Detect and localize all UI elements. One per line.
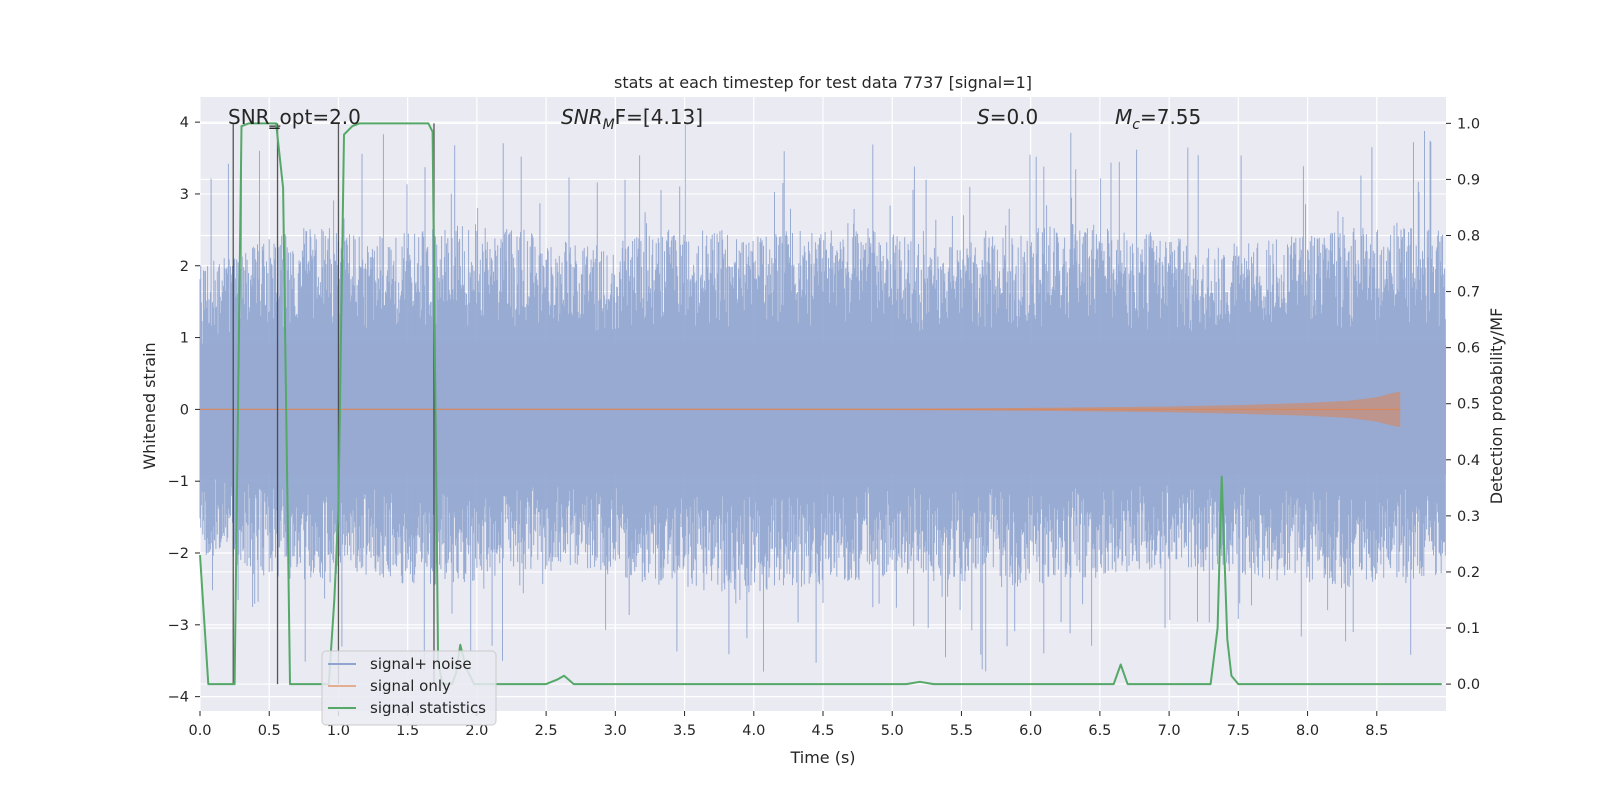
y-left-tick-label-3: 1 bbox=[180, 331, 189, 347]
legend-label-stats: signal statistics bbox=[370, 699, 486, 717]
annotation-snr-mf: SNRMF=[4.13] bbox=[561, 105, 703, 133]
y-right-tick-label-1: 0.9 bbox=[1457, 172, 1480, 188]
x-tick-label-11: 5.5 bbox=[950, 723, 973, 739]
x-tick-label-17: 8.5 bbox=[1365, 723, 1388, 739]
y-right-tick-label-6: 0.4 bbox=[1457, 453, 1480, 469]
y-right-tick-label-8: 0.2 bbox=[1457, 565, 1480, 581]
y-right-tick-label-5: 0.5 bbox=[1457, 397, 1480, 413]
x-tick-label-8: 4.0 bbox=[742, 723, 765, 739]
legend-label-signal: signal only bbox=[370, 677, 451, 695]
y-left-tick-label-0: 4 bbox=[180, 115, 189, 131]
x-tick-label-15: 7.5 bbox=[1227, 723, 1250, 739]
y-left-tick-label-6: −2 bbox=[168, 546, 189, 562]
snr-mf-value: F=[4.13] bbox=[615, 105, 703, 129]
annotation-snr-opt: SNR_opt=2.0 bbox=[228, 105, 361, 129]
x-tick-label-14: 7.0 bbox=[1158, 723, 1181, 739]
y-right-tick-label-2: 0.8 bbox=[1457, 229, 1480, 245]
annotation-s: S=0.0 bbox=[977, 105, 1038, 129]
y-left-tick-label-4: 0 bbox=[180, 402, 189, 418]
snr-mf-symbol: SNR bbox=[561, 105, 603, 129]
y-left-tick-label-7: −3 bbox=[168, 618, 189, 634]
chart-title: stats at each timestep for test data 773… bbox=[614, 73, 1032, 92]
x-tick-label-13: 6.5 bbox=[1088, 723, 1111, 739]
legend-label-noise: signal+ noise bbox=[370, 655, 472, 673]
x-tick-label-10: 5.0 bbox=[881, 723, 904, 739]
y-right-tick-label-10: 0.0 bbox=[1457, 677, 1480, 693]
series-signal-only bbox=[200, 391, 1401, 428]
s-symbol: S bbox=[977, 105, 990, 129]
x-axis-ticks: 0.0 0.5 1.0 1.5 2.0 2.5 3.0 3.5 4.0 4.5 5.0 5.5 6.0 6… bbox=[188, 711, 1388, 739]
legend: signal+ noise signal only signal statist… bbox=[321, 650, 497, 726]
y-right-axis-label: Detection probability/MF bbox=[1487, 308, 1506, 505]
x-tick-label-0: 0.0 bbox=[188, 723, 211, 739]
y-right-tick-label-0: 1.0 bbox=[1457, 116, 1480, 132]
snr-mf-subscript: M bbox=[603, 117, 615, 133]
annotation-mc: Mc=7.55 bbox=[1115, 105, 1201, 133]
y-left-tick-label-2: 2 bbox=[180, 259, 189, 275]
x-tick-label-16: 8.0 bbox=[1296, 723, 1319, 739]
y-right-tick-label-7: 0.3 bbox=[1457, 509, 1480, 525]
mc-symbol: M bbox=[1115, 105, 1132, 129]
x-tick-label-5: 2.5 bbox=[535, 723, 558, 739]
y-left-tick-label-8: −4 bbox=[168, 690, 189, 706]
y-right-tick-label-4: 0.6 bbox=[1457, 341, 1480, 357]
y-right-axis-ticks: 1.0 0.9 0.8 0.7 0.6 0.5 0.4 0.3 0.2 0.1 0.0 bbox=[1446, 116, 1480, 693]
y-left-axis-label: Whitened strain bbox=[140, 342, 159, 469]
x-tick-label-6: 3.0 bbox=[604, 723, 627, 739]
x-axis-label: Time (s) bbox=[789, 748, 855, 767]
mc-value: =7.55 bbox=[1140, 105, 1201, 129]
y-left-tick-label-5: −1 bbox=[168, 474, 189, 490]
x-tick-label-12: 6.0 bbox=[1019, 723, 1042, 739]
y-left-axis-ticks: 4 3 2 1 0 −1 −2 −3 −4 bbox=[168, 115, 200, 706]
mc-subscript: c bbox=[1132, 117, 1140, 133]
x-tick-label-4: 2.0 bbox=[465, 723, 488, 739]
s-value: =0.0 bbox=[990, 105, 1039, 129]
x-tick-label-3: 1.5 bbox=[396, 723, 419, 739]
x-tick-label-2: 1.0 bbox=[327, 723, 350, 739]
x-tick-label-7: 3.5 bbox=[673, 723, 696, 739]
x-tick-label-1: 0.5 bbox=[258, 723, 281, 739]
y-left-tick-label-1: 3 bbox=[180, 187, 189, 203]
y-right-tick-label-3: 0.7 bbox=[1457, 285, 1480, 301]
y-right-tick-label-9: 0.1 bbox=[1457, 621, 1480, 637]
legend-box bbox=[321, 650, 497, 726]
x-tick-label-9: 4.5 bbox=[811, 723, 834, 739]
